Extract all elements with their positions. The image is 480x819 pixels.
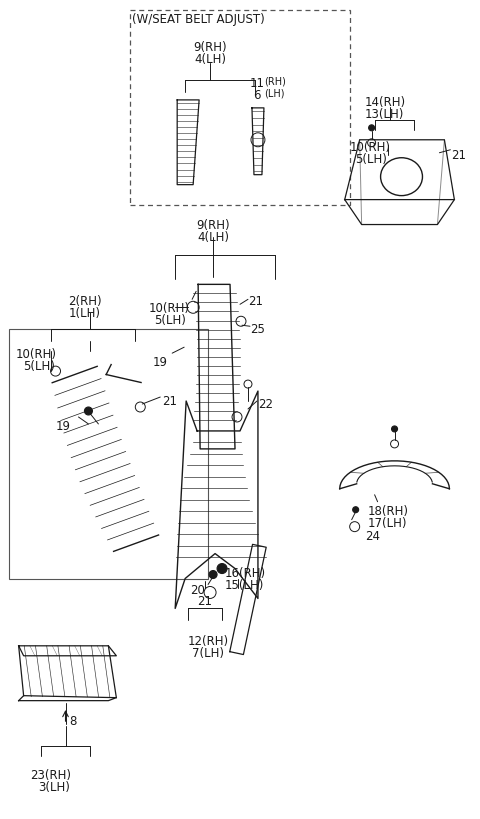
Text: 7(LH): 7(LH): [192, 646, 224, 659]
Text: 21: 21: [198, 595, 213, 608]
Circle shape: [84, 408, 93, 415]
Text: 3(LH): 3(LH): [38, 780, 71, 793]
Text: 19: 19: [152, 355, 167, 369]
Text: (RH): (RH): [264, 77, 286, 87]
Text: 10(RH): 10(RH): [16, 348, 57, 360]
Text: 4(LH): 4(LH): [194, 53, 226, 66]
Text: 21: 21: [162, 395, 177, 408]
Text: 9(RH): 9(RH): [196, 219, 230, 231]
Circle shape: [217, 563, 227, 574]
Text: 11: 11: [250, 77, 265, 90]
Text: 9(RH): 9(RH): [193, 41, 227, 54]
Text: 6: 6: [253, 88, 261, 102]
Text: 5(LH): 5(LH): [154, 314, 186, 327]
Text: (W/SEAT BELT ADJUST): (W/SEAT BELT ADJUST): [132, 13, 265, 26]
Text: 20: 20: [190, 584, 205, 597]
Text: 10(RH): 10(RH): [350, 141, 391, 154]
Text: 22: 22: [258, 397, 273, 410]
Text: 17(LH): 17(LH): [368, 516, 407, 529]
Text: 23(RH): 23(RH): [31, 768, 72, 781]
Text: 4(LH): 4(LH): [197, 230, 229, 243]
Text: 12(RH): 12(RH): [188, 635, 229, 648]
Text: 25: 25: [250, 323, 265, 336]
Bar: [9, 330, 208, 579]
Text: 5(LH): 5(LH): [355, 152, 386, 165]
Circle shape: [209, 571, 217, 579]
Text: 1(LH): 1(LH): [69, 307, 100, 320]
Bar: [130, 11, 350, 206]
Text: 5(LH): 5(LH): [23, 360, 55, 373]
Text: 13(LH): 13(LH): [365, 108, 404, 120]
Text: 16(RH): 16(RH): [225, 566, 266, 579]
Text: 21: 21: [248, 295, 263, 308]
Circle shape: [353, 507, 359, 513]
Text: 21: 21: [451, 148, 467, 161]
Text: 14(RH): 14(RH): [365, 96, 406, 109]
Text: 18(RH): 18(RH): [368, 505, 408, 517]
Text: 8: 8: [70, 714, 77, 727]
Text: 19: 19: [56, 419, 71, 432]
Circle shape: [369, 125, 374, 132]
Text: 15(LH): 15(LH): [225, 578, 264, 590]
Text: 24: 24: [365, 529, 380, 542]
Text: 2(RH): 2(RH): [69, 295, 102, 308]
Circle shape: [392, 427, 397, 432]
Text: (LH): (LH): [264, 88, 285, 99]
Text: 10(RH): 10(RH): [148, 302, 189, 315]
